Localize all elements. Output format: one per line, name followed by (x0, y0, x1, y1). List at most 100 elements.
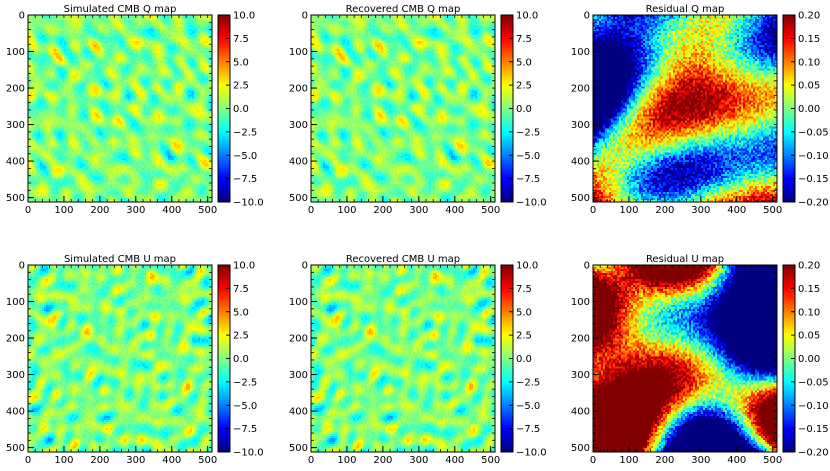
x-tick-label: 200 (90, 205, 109, 216)
colorbar-tick-label: 10.0 (516, 11, 538, 22)
x-tick-label: 100 (337, 455, 356, 466)
colorbar-tick-label: −2.5 (516, 127, 540, 138)
x-tick-label: 0 (308, 205, 314, 216)
axes-frame (310, 264, 496, 453)
axes-frame (27, 264, 213, 453)
colorbar-tick-label: −2.5 (233, 377, 257, 388)
colorbar-tick-label: 0.20 (798, 11, 820, 22)
colorbar-tick-label: −0.10 (798, 151, 829, 162)
colorbar-tick-label: −5.0 (233, 151, 257, 162)
axes-frame (592, 264, 778, 453)
panel-title: Residual U map (646, 254, 724, 265)
colorbar-tick-label: 2.5 (233, 331, 249, 342)
x-tick-label: 500 (481, 455, 500, 466)
x-tick-label: 200 (655, 455, 674, 466)
x-tick-label: 300 (409, 455, 428, 466)
colorbar-tick-label: 0.00 (798, 354, 820, 365)
panel-title: Recovered CMB U map (346, 254, 460, 265)
y-tick-label: 300 (6, 370, 25, 381)
panel-title: Simulated CMB U map (64, 254, 176, 265)
colorbar-tick-label: −5.0 (233, 401, 257, 412)
x-tick-label: 100 (337, 205, 356, 216)
x-tick-label: 0 (308, 455, 314, 466)
x-tick-label: 100 (54, 205, 73, 216)
y-tick-label: 500 (571, 443, 590, 454)
x-tick-label: 200 (373, 205, 392, 216)
colorbar-tick-label: −7.5 (516, 424, 540, 435)
axes-frame (592, 14, 778, 203)
x-tick-label: 200 (655, 205, 674, 216)
x-tick-label: 500 (763, 455, 782, 466)
x-tick-label: 100 (54, 455, 73, 466)
colorbar: 10.0 7.5 5.0 2.5 0.0 −2.5 −5.0 −7.5 −10.0 (500, 11, 547, 209)
x-tick-label: 500 (198, 455, 217, 466)
y-tick-label: 500 (289, 443, 308, 454)
colorbar-tick-label: 7.5 (516, 284, 532, 295)
y-tick-label: 200 (289, 334, 308, 345)
y-tick-label: 500 (571, 193, 590, 204)
colorbar-tick-label: −7.5 (516, 174, 540, 185)
colorbar-tick-label: −5.0 (516, 151, 540, 162)
y-tick-label: 500 (6, 193, 25, 204)
colorbar-tick-label: 10.0 (233, 11, 255, 22)
colorbar-tick-label: 10.0 (233, 261, 255, 272)
colorbar: 10.0 7.5 5.0 2.5 0.0 −2.5 −5.0 −7.5 −10.0 (500, 261, 547, 459)
panel-title: Simulated CMB Q map (64, 4, 177, 15)
heatmap-image (593, 265, 777, 452)
colorbar-tick-label: −0.15 (798, 424, 829, 435)
y-tick-label: 400 (6, 157, 25, 168)
colorbar-tick-label: 7.5 (233, 284, 249, 295)
colorbar-tick-label: −0.20 (798, 448, 829, 459)
colorbar-tick-label: 0.15 (798, 284, 820, 295)
colorbar-tick-label: 0.20 (798, 261, 820, 272)
y-tick-label: 300 (571, 370, 590, 381)
y-tick-label: 400 (571, 157, 590, 168)
colorbar-tick-label: −0.05 (798, 377, 829, 388)
y-tick-label: 0 (584, 11, 590, 22)
x-tick-label: 400 (445, 455, 464, 466)
x-tick-label: 100 (619, 205, 638, 216)
colorbar-tick-label: 5.0 (516, 57, 532, 68)
heatmap-image (28, 15, 212, 202)
colorbar-tick-label: 0.0 (516, 104, 532, 115)
heatmap-image (311, 265, 495, 452)
y-tick-label: 0 (302, 11, 308, 22)
colorbar-tick-label: 0.15 (798, 34, 820, 45)
y-tick-label: 0 (302, 261, 308, 272)
x-tick-label: 400 (727, 205, 746, 216)
heatmap-image (28, 265, 212, 452)
y-tick-label: 500 (289, 193, 308, 204)
y-tick-label: 200 (571, 84, 590, 95)
colorbar-tick-label: −0.20 (798, 198, 829, 209)
x-tick-label: 200 (90, 455, 109, 466)
colorbar-tick-label: 0.10 (798, 307, 820, 318)
y-tick-label: 100 (289, 47, 308, 58)
y-tick-label: 100 (571, 297, 590, 308)
y-tick-label: 100 (289, 297, 308, 308)
x-tick-label: 300 (409, 205, 428, 216)
y-tick-label: 0 (19, 11, 25, 22)
y-tick-label: 400 (289, 407, 308, 418)
colorbar-tick-label: 0.0 (233, 354, 249, 365)
axes-frame (27, 14, 213, 203)
colorbar-tick-label: 0.05 (798, 331, 820, 342)
y-tick-label: 200 (289, 84, 308, 95)
colorbar-tick-label: −2.5 (233, 127, 257, 138)
heatmap-image (593, 15, 777, 202)
colorbar-tick-label: 0.0 (233, 104, 249, 115)
x-tick-label: 300 (691, 205, 710, 216)
x-tick-label: 400 (162, 205, 181, 216)
x-tick-label: 300 (126, 455, 145, 466)
y-tick-label: 400 (6, 407, 25, 418)
y-tick-label: 300 (6, 120, 25, 131)
colorbar-tick-label: 10.0 (516, 261, 538, 272)
x-tick-label: 0 (590, 205, 596, 216)
x-tick-label: 300 (691, 455, 710, 466)
colorbar: 0.20 0.15 0.10 0.05 0.00 −0.05 −0.10 −0.15 −0.20 (782, 261, 829, 459)
